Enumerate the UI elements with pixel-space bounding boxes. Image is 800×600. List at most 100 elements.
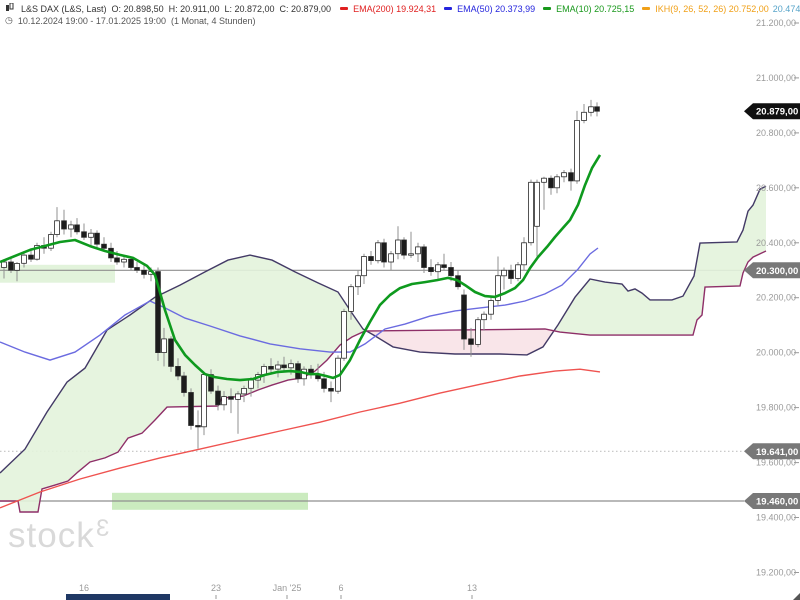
candle-body [321,378,327,389]
candle-body [134,267,140,271]
candle-body [355,275,361,288]
x-axis-label: 13 [467,583,477,593]
candle-body [261,365,267,375]
candle-body [48,234,54,249]
candle-body [34,245,40,260]
candle-body [21,254,27,264]
range-indicator-bar[interactable] [66,594,170,600]
ema200-line [0,368,601,509]
interval-label: (1 Monat, 4 Stunden) [171,15,256,26]
candle-body [188,392,194,426]
y-axis-label: 20.000,00 [756,348,796,358]
candle-body [328,387,334,392]
candle-body [594,106,600,112]
candle-body [275,364,281,370]
candle-body [415,246,421,255]
x-axis-label: 16 [79,583,89,593]
indicator-dash-icon [340,7,349,10]
level-price-tag [744,493,800,509]
candle-body [228,396,234,400]
price-tag-label: 19.641,00 [756,447,798,458]
candle-body [495,275,501,301]
candle-body [348,286,354,312]
x-axis-label: 6 [338,583,343,593]
legend-main-row: L&S DAX (L&S, Last) O: 20.898,50 H: 20.9… [5,2,800,15]
candle-body [61,220,67,230]
candle-body [121,258,127,263]
candle-body [54,220,60,235]
candle-body [74,224,80,233]
candle-body [155,271,161,354]
candle-body [548,177,554,189]
y-axis-label: 21.000,00 [756,73,796,83]
candle-body [28,254,34,260]
legend-time-row: ◷ 10.12.2024 19:00 - 17.01.2025 19:00 (1… [5,15,800,26]
indicator-value: EMA(10) 20.725,15 [556,3,635,14]
level-price-tag [744,262,800,279]
y-axis-label: 21.200,00 [756,18,796,28]
y-axis-label: 20.800,00 [756,128,796,138]
quote-low: L: 20.872,00 [224,3,275,14]
x-axis-label: Jan '25 [273,583,302,593]
candle-body [435,264,441,273]
y-axis-label: 19.200,00 [756,568,796,578]
candle-body [161,338,167,353]
resize-grip-icon[interactable] [793,593,800,600]
candle-body [515,264,521,279]
y-axis-label: 19.800,00 [756,403,796,413]
candle-body [288,363,294,369]
stock3-watermark-logo: stock3 [8,515,110,555]
candle-body [8,261,14,271]
candle-body [581,111,587,121]
candle-body [81,231,87,238]
candle-body [561,172,567,178]
candle-body [568,172,574,182]
candle-body [408,253,414,256]
candle-body [215,390,221,406]
indicator-value: EMA(200) 19.924,31 [353,3,437,14]
clock-icon: ◷ [5,15,13,25]
candle-body [241,387,247,395]
y-axis-label: 19.600,00 [756,458,796,468]
candle-body [248,379,254,389]
indicator-dash-icon [543,7,552,10]
candle-body [441,264,447,268]
y-axis-label: 20.600,00 [756,183,796,193]
candle-body [554,176,560,189]
indicator-dash-icon [444,7,453,10]
quote-open: O: 20.898,50 [111,3,164,14]
candle-body [461,294,467,340]
candle-body [168,338,174,367]
candle-body [235,393,241,400]
x-axis-label: 23 [211,583,221,593]
candle-body [521,242,527,266]
candle-body [574,120,580,182]
y-axis-label: 20.200,00 [756,293,796,303]
candle-body [468,338,474,345]
candle-body [181,375,187,393]
candle-body [361,256,367,277]
indicator-extra-value: 20.474,75 [772,3,800,14]
candle-body [368,256,374,261]
candle-body [268,365,274,370]
candle-body [175,365,181,377]
time-range: 10.12.2024 19:00 - 17.01.2025 19:00 [17,15,166,26]
candle-body [395,239,401,255]
candle-body [541,177,547,183]
candle-body [94,232,100,245]
candle-body [528,181,534,244]
candle-body [448,267,454,277]
ichimoku-cloud [554,186,766,336]
price-tag-label: 19.460,00 [756,497,798,508]
candlestick-mini-icon [5,2,14,15]
indicator-legend: EMA(200) 19.924,31 EMA(50) 20.373,99 EMA(1… [336,4,800,14]
chart-legend: L&S DAX (L&S, Last) O: 20.898,50 H: 20.9… [5,2,800,26]
indicator-dash-icon [642,7,651,10]
candle-body [14,262,20,271]
candle-body [141,269,147,275]
candle-body [388,253,394,263]
candle-body [501,269,507,277]
quote-high: H: 20.911,00 [168,3,220,14]
